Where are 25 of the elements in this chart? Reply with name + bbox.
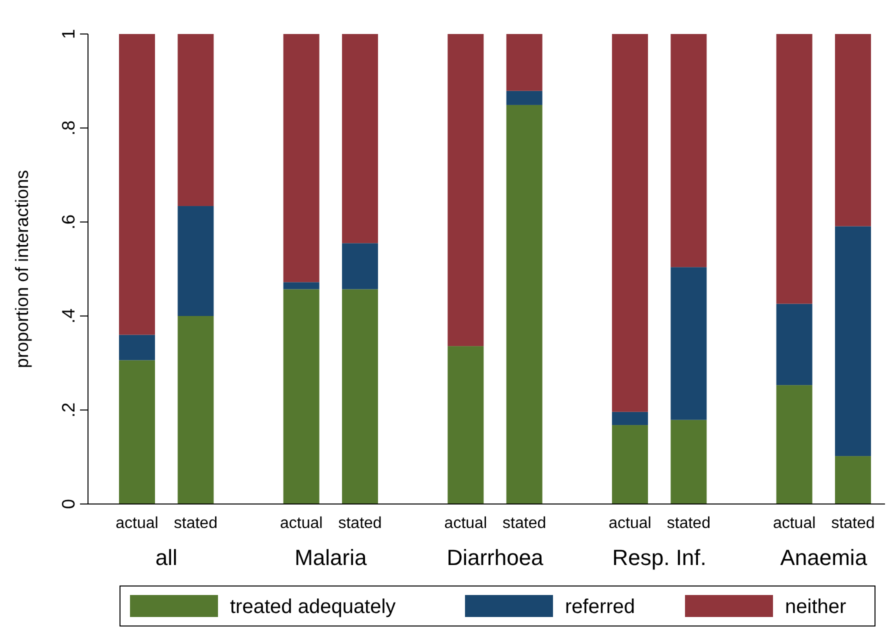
- legend-label: treated adequately: [230, 596, 396, 618]
- text: Anaemia: [780, 545, 868, 570]
- text: Diarrhoea: [446, 545, 544, 570]
- text: Resp. Inf.: [612, 545, 706, 570]
- text: Malaria: [294, 545, 368, 570]
- y-tick-label: .8: [58, 120, 78, 136]
- y-tick-label: .2: [58, 402, 78, 418]
- x-tick-label: actual: [280, 514, 323, 532]
- y-tick-label: .6: [58, 214, 78, 230]
- x-tick-label: actual: [608, 514, 652, 532]
- y-tick-label: .4: [58, 308, 78, 324]
- legend-label: neither: [785, 596, 846, 618]
- x-tick-label: stated: [831, 514, 875, 532]
- text: all: [155, 545, 178, 570]
- legend-label: referred: [565, 596, 636, 618]
- x-tick-label: actual: [444, 514, 488, 532]
- x-tick-label: stated: [666, 514, 710, 532]
- y-axis-title: proportion of interactions: [12, 170, 32, 368]
- x-tick-label: actual: [116, 514, 158, 532]
- y-tick-label: 1: [58, 28, 78, 40]
- x-tick-label: stated: [338, 514, 382, 532]
- x-tick-label: stated: [502, 514, 546, 532]
- x-tick-label: stated: [174, 514, 218, 532]
- x-tick-label: actual: [772, 514, 816, 532]
- y-tick-label: 0: [58, 498, 78, 510]
